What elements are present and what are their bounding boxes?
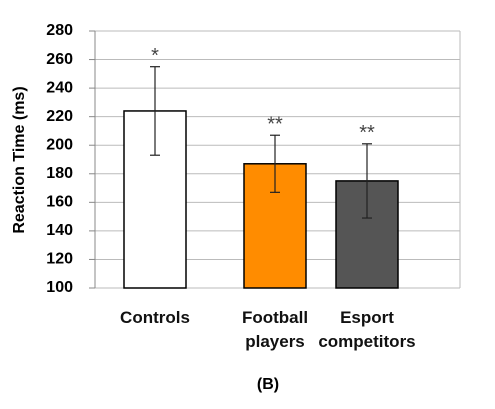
annotation: **: [267, 114, 283, 136]
y-tick-label: 260: [46, 51, 73, 68]
annotation: **: [359, 122, 375, 144]
y-tick-label: 180: [46, 165, 73, 182]
y-axis-label: Reaction Time (ms): [11, 86, 28, 233]
y-tick-label: 220: [46, 108, 73, 125]
y-tick-label: 140: [46, 222, 73, 239]
annotation: *: [151, 45, 159, 67]
y-tick-label: 240: [46, 79, 73, 96]
y-tick-label: 120: [46, 251, 73, 268]
x-tick-label: Football players: [241, 308, 309, 351]
y-tick-label: 100: [46, 279, 73, 296]
x-tick-label: Controls: [120, 308, 190, 327]
y-tick-label: 160: [46, 194, 73, 211]
y-tick-label: 280: [46, 22, 73, 39]
y-tick-label: 200: [46, 136, 73, 153]
caption: (B): [257, 376, 279, 393]
x-tick-label: Esport competitors: [318, 308, 416, 351]
